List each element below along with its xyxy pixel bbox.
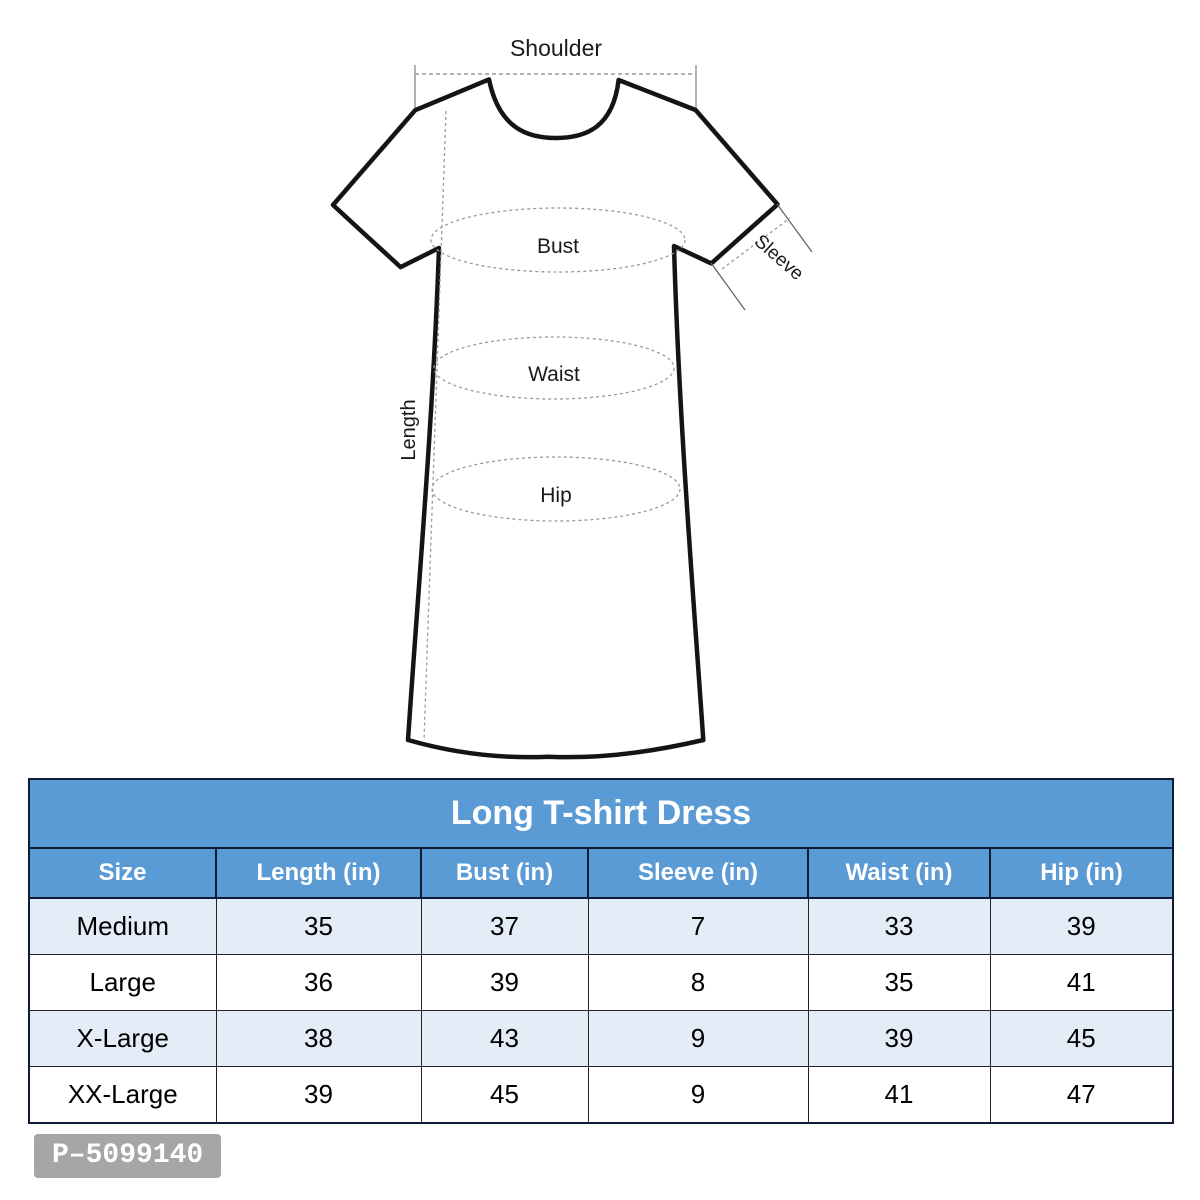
svg-text:Hip: Hip [540,484,572,507]
svg-text:Sleeve: Sleeve [750,231,808,285]
svg-text:Bust: Bust [537,235,579,258]
svg-text:Shoulder: Shoulder [510,35,602,61]
svg-text:Waist: Waist [528,363,580,386]
svg-text:Length: Length [398,399,420,460]
